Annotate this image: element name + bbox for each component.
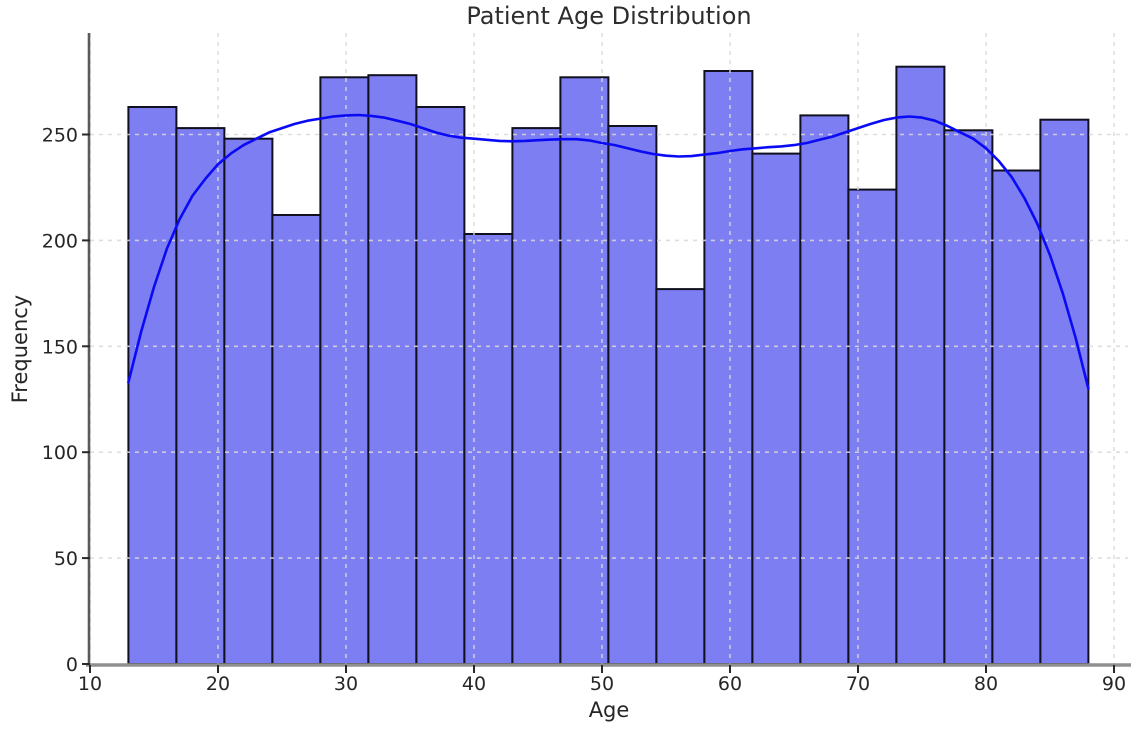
chart-title: Patient Age Distribution [466,2,752,30]
y-tick-label: 250 [42,125,78,147]
x-axis-label: Age [588,698,630,722]
x-tick-label: 90 [1102,673,1126,695]
histogram-bar [463,233,514,665]
histogram-bar [319,76,370,666]
y-tick-label: 0 [66,654,78,676]
histogram-bar [415,106,466,665]
histogram-bar [799,114,850,665]
histogram-bar [175,127,226,666]
histogram-bar [223,137,274,665]
x-tick-label: 50 [590,673,614,695]
y-tick-label: 100 [42,442,78,464]
histogram-bar [847,188,898,665]
histogram-bar [991,169,1042,665]
y-axis-label: Frequency [8,294,32,404]
kde-density-curve [127,113,1090,391]
histogram-bar [367,74,418,665]
x-tick-label: 20 [206,673,230,695]
y-tick-label: 200 [42,230,78,252]
x-tick-label: 80 [974,673,998,695]
histogram-bar [1039,118,1090,665]
x-tick-label: 60 [718,673,742,695]
y-tick-label: 150 [42,336,78,358]
histogram-bar [511,127,562,666]
histogram-bar [559,76,610,666]
x-tick-label: 40 [462,673,486,695]
y-tick-label: 50 [54,548,78,570]
histogram-bar [271,214,322,665]
x-tick-label: 30 [334,673,358,695]
x-tick-label: 70 [846,673,870,695]
histogram-bar [943,129,994,666]
histogram-bar [127,106,178,665]
histogram-bar [703,70,754,665]
histogram-bar [895,65,946,665]
x-tick-label: 10 [78,673,102,695]
histogram-bar [607,125,658,665]
histogram-bar [655,288,706,665]
histogram-bar [751,152,802,665]
bars-layer [127,65,1090,666]
